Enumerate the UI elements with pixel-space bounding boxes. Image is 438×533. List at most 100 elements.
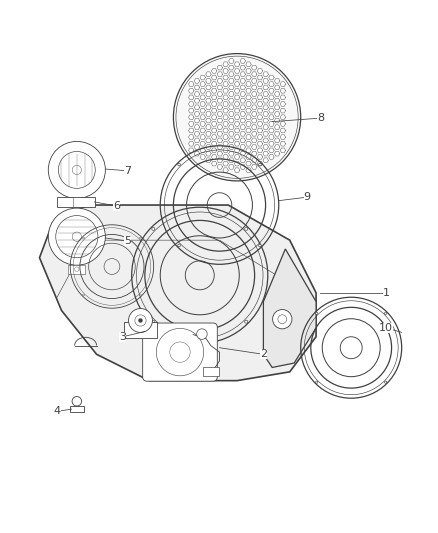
Polygon shape xyxy=(205,92,211,96)
Polygon shape xyxy=(228,125,233,130)
Circle shape xyxy=(258,163,261,166)
Polygon shape xyxy=(228,144,233,149)
Polygon shape xyxy=(194,125,199,130)
Polygon shape xyxy=(268,95,273,100)
Polygon shape xyxy=(188,95,194,100)
Polygon shape xyxy=(240,99,245,103)
Polygon shape xyxy=(217,99,222,103)
Polygon shape xyxy=(262,125,268,130)
Polygon shape xyxy=(188,82,194,86)
Polygon shape xyxy=(251,78,256,83)
Polygon shape xyxy=(223,155,228,159)
Circle shape xyxy=(48,141,105,198)
Polygon shape xyxy=(262,132,268,136)
Polygon shape xyxy=(188,122,194,126)
Polygon shape xyxy=(268,122,273,126)
Polygon shape xyxy=(200,115,205,119)
Circle shape xyxy=(258,244,261,247)
Polygon shape xyxy=(268,75,273,80)
Circle shape xyxy=(244,320,247,323)
Circle shape xyxy=(138,318,142,322)
Polygon shape xyxy=(234,82,239,86)
Circle shape xyxy=(177,244,180,247)
Polygon shape xyxy=(245,141,251,146)
Polygon shape xyxy=(234,128,239,133)
Circle shape xyxy=(58,151,95,188)
Circle shape xyxy=(56,215,98,258)
Polygon shape xyxy=(200,141,205,146)
Polygon shape xyxy=(257,108,262,113)
Polygon shape xyxy=(228,59,233,63)
Polygon shape xyxy=(274,111,279,116)
Polygon shape xyxy=(211,135,216,140)
Polygon shape xyxy=(228,92,233,96)
Polygon shape xyxy=(205,111,211,116)
Polygon shape xyxy=(257,88,262,93)
Polygon shape xyxy=(262,151,268,156)
Polygon shape xyxy=(188,88,194,93)
Polygon shape xyxy=(245,69,251,73)
Polygon shape xyxy=(200,82,205,86)
Polygon shape xyxy=(223,95,228,100)
Polygon shape xyxy=(234,161,239,166)
Polygon shape xyxy=(228,99,233,103)
Polygon shape xyxy=(200,128,205,133)
Polygon shape xyxy=(217,85,222,90)
Polygon shape xyxy=(188,128,194,133)
Polygon shape xyxy=(194,78,199,83)
Polygon shape xyxy=(188,102,194,107)
Polygon shape xyxy=(188,135,194,140)
Polygon shape xyxy=(274,151,279,156)
Polygon shape xyxy=(211,128,216,133)
Polygon shape xyxy=(223,122,228,126)
Polygon shape xyxy=(268,88,273,93)
Polygon shape xyxy=(194,105,199,110)
Polygon shape xyxy=(251,125,256,130)
FancyBboxPatch shape xyxy=(203,367,219,376)
Polygon shape xyxy=(234,95,239,100)
Polygon shape xyxy=(228,111,233,116)
Text: 3: 3 xyxy=(119,332,126,342)
Polygon shape xyxy=(194,144,199,149)
Polygon shape xyxy=(240,144,245,149)
Polygon shape xyxy=(234,122,239,126)
Polygon shape xyxy=(211,75,216,80)
Polygon shape xyxy=(257,155,262,159)
Polygon shape xyxy=(257,82,262,86)
Polygon shape xyxy=(262,158,268,163)
Polygon shape xyxy=(245,102,251,107)
Polygon shape xyxy=(200,102,205,107)
Polygon shape xyxy=(194,111,199,116)
Polygon shape xyxy=(262,99,268,103)
Polygon shape xyxy=(251,118,256,123)
Polygon shape xyxy=(257,148,262,152)
Polygon shape xyxy=(211,161,216,166)
Text: 6: 6 xyxy=(113,201,120,211)
Polygon shape xyxy=(205,99,211,103)
Polygon shape xyxy=(234,168,239,173)
Polygon shape xyxy=(200,95,205,100)
Polygon shape xyxy=(257,128,262,133)
Polygon shape xyxy=(263,249,315,367)
Polygon shape xyxy=(234,88,239,93)
Polygon shape xyxy=(240,138,245,143)
Polygon shape xyxy=(39,205,315,381)
Polygon shape xyxy=(211,82,216,86)
Polygon shape xyxy=(228,132,233,136)
Polygon shape xyxy=(279,88,285,93)
Polygon shape xyxy=(262,105,268,110)
Polygon shape xyxy=(240,59,245,63)
Polygon shape xyxy=(257,141,262,146)
Polygon shape xyxy=(228,138,233,143)
Polygon shape xyxy=(223,82,228,86)
Polygon shape xyxy=(211,108,216,113)
Polygon shape xyxy=(217,138,222,143)
Polygon shape xyxy=(262,111,268,116)
Polygon shape xyxy=(217,78,222,83)
Polygon shape xyxy=(217,132,222,136)
Polygon shape xyxy=(257,115,262,119)
Circle shape xyxy=(272,310,291,329)
Polygon shape xyxy=(205,78,211,83)
Polygon shape xyxy=(257,75,262,80)
Polygon shape xyxy=(234,75,239,80)
